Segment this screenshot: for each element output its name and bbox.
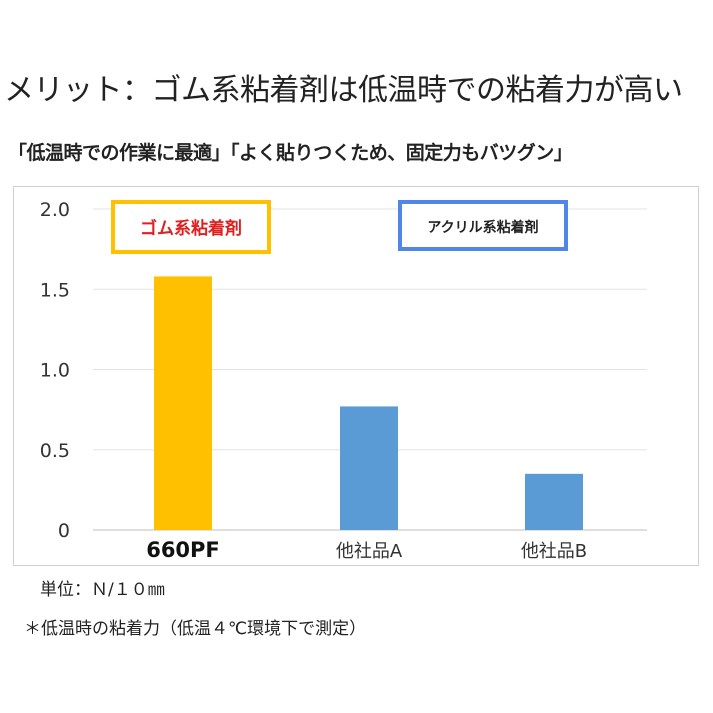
- bar: [340, 406, 398, 530]
- page-subhead: 「低温時での作業に最適」「よく貼りつくため、固定力もバツグン」: [8, 142, 573, 164]
- measurement-footnote: ＊低温時の粘着力（低温４℃環境下で測定）: [24, 619, 367, 639]
- legend-box-rubber: [111, 200, 271, 254]
- x-tick-label: 660PF: [146, 538, 220, 562]
- bar: [154, 276, 212, 530]
- y-tick-label: 1.0: [40, 360, 70, 382]
- x-tick-label: 他社品A: [336, 541, 403, 562]
- y-tick-label: 2.0: [40, 199, 70, 221]
- unit-note: 単位：Ｎ/１０㎜: [40, 580, 165, 600]
- page-headline: メリット：ゴム系粘着剤は低温時での粘着力が高い: [4, 73, 683, 108]
- legend-box-acrylic: [398, 200, 568, 251]
- x-tick-label: 他社品B: [521, 541, 587, 562]
- chart-frame: [13, 186, 699, 566]
- y-tick-label: 0: [58, 520, 70, 542]
- y-tick-label: 0.5: [40, 440, 70, 462]
- legend-label-rubber: ゴム系粘着剤: [140, 218, 242, 239]
- y-tick-label: 1.5: [40, 279, 70, 301]
- legend-label-acrylic: アクリル系粘着剤: [427, 219, 538, 236]
- bar: [525, 473, 583, 530]
